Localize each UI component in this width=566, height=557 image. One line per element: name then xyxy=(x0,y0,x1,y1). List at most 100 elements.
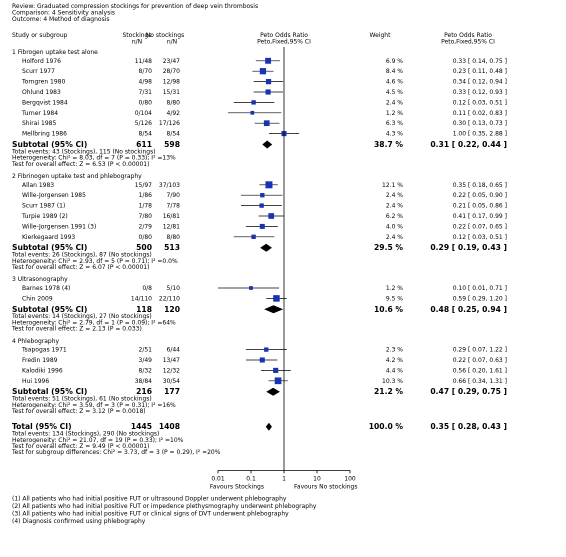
study-weight: 4.6 % xyxy=(386,79,403,86)
study-ctl-events: 7/90 xyxy=(167,192,181,199)
study-ci: 0.22 [ 0.07, 0.65 ] xyxy=(453,223,507,230)
study-exp-events: 2/79 xyxy=(139,223,153,230)
study-weight: 12.1 % xyxy=(382,182,403,189)
subtotal-ci: 0.31 [ 0.22, 0.44 ] xyxy=(430,140,507,149)
footnote: (4) Diagnosis confirmed using phlebograp… xyxy=(12,518,146,525)
study-ci: 0.22 [ 0.05, 0.90 ] xyxy=(453,192,507,199)
study-exp-events: 14/110 xyxy=(131,295,152,302)
study-ci: 0.33 [ 0.14, 0.75 ] xyxy=(453,58,507,65)
favours-right-label: Favours No stockings xyxy=(294,483,358,490)
study-name: Kalodiki 1996 xyxy=(22,367,63,374)
study-name: Turner 1984 xyxy=(21,110,58,117)
study-ctl-events: 16/81 xyxy=(163,213,180,220)
study-ci: 0.33 [ 0.12, 0.93 ] xyxy=(453,89,507,96)
study-weight: 6.3 % xyxy=(386,120,403,127)
study-name: Hui 1996 xyxy=(22,378,49,385)
point-estimate-marker xyxy=(250,110,255,115)
study-ctl-events: 5/10 xyxy=(167,285,181,292)
study-ci: 0.22 [ 0.07, 0.63 ] xyxy=(453,357,507,364)
comparison-title: Comparison: 4 Sensitivity analysis xyxy=(12,10,115,17)
subtotal-weight: 29.5 % xyxy=(374,243,403,252)
subtotal-exp: 611 xyxy=(136,140,152,149)
point-estimate-marker xyxy=(251,100,256,105)
total-note: Test for overall effect: Z = 9.49 (P < 0… xyxy=(11,443,149,450)
study-weight: 4.3 % xyxy=(386,131,403,138)
point-estimate-marker xyxy=(273,295,280,302)
footnote: (1) All patients who had initial positiv… xyxy=(12,495,287,502)
study-exp-events: 5/126 xyxy=(135,120,152,127)
subgroup-note: Test for overall effect: Z = 3.12 (P = 0… xyxy=(11,408,146,415)
point-estimate-marker xyxy=(251,234,256,239)
subgroup-note: Heterogeneity: Chi² = 2.93, df = 5 (P = … xyxy=(12,258,178,265)
subgroup-note: Heterogeneity: Chi² = 3.59, df = 3 (P = … xyxy=(12,402,176,409)
point-estimate-marker xyxy=(274,377,282,385)
study-weight: 4.2 % xyxy=(386,357,403,364)
subgroup-note: Heterogeneity: Chi² = 2.79, df = 1 (P = … xyxy=(12,319,176,326)
study-ctl-events: 22/110 xyxy=(159,295,180,302)
pooled-estimate-diamond xyxy=(260,243,272,252)
x-tick-label: 100 xyxy=(344,475,356,482)
x-tick-label: 0.01 xyxy=(211,475,225,482)
col-study: Study or subgroup xyxy=(12,32,68,39)
footnote: (3) All patients who had initial positiv… xyxy=(12,510,289,517)
study-ci: 0.41 [ 0.17, 0.99 ] xyxy=(453,213,507,220)
study-name: Kierkegaard 1993 xyxy=(22,234,75,241)
x-tick-label: 1 xyxy=(282,475,286,482)
point-estimate-marker xyxy=(265,57,272,64)
subgroup-title: 3 Ultrasonography xyxy=(12,276,68,283)
study-ctl-events: 23/47 xyxy=(163,58,180,65)
study-ci: 0.66 [ 0.34, 1.31 ] xyxy=(453,378,507,385)
pooled-estimate-diamond xyxy=(264,305,284,314)
point-estimate-marker xyxy=(259,357,265,363)
total-note: Test for subgroup differences: Chi² = 3.… xyxy=(11,449,221,456)
point-estimate-marker xyxy=(265,78,272,85)
pooled-estimate-diamond xyxy=(265,422,272,431)
x-tick-label: 10 xyxy=(313,475,321,482)
study-name: Allan 1983 xyxy=(22,182,54,189)
study-ci: 0.35 [ 0.18, 0.65 ] xyxy=(453,182,507,189)
point-estimate-marker xyxy=(259,223,265,229)
study-exp-events: 8/54 xyxy=(139,131,153,138)
total-note: Heterogeneity: Chi² = 21.07, df = 19 (P … xyxy=(12,437,184,444)
point-estimate-marker xyxy=(260,193,265,198)
study-weight: 1.2 % xyxy=(386,285,403,292)
study-name: Fredin 1989 xyxy=(22,357,58,364)
subtotal-label: Subtotal (95% CI) xyxy=(12,387,87,396)
total-label: Total (95% CI) xyxy=(12,422,72,431)
subtotal-label: Subtotal (95% CI) xyxy=(12,140,87,149)
col-ci: Peto Odds Ratio xyxy=(444,32,492,39)
col-weight: Weight xyxy=(370,32,392,39)
study-ci: 0.34 [ 0.12, 0.94 ] xyxy=(453,79,507,86)
subgroup-note: Total events: 14 (Stockings), 27 (No sto… xyxy=(11,313,152,320)
footnote: (2) All patients who had initial positiv… xyxy=(12,503,317,510)
study-ctl-events: 8/80 xyxy=(167,99,181,106)
study-weight: 1.2 % xyxy=(386,110,403,117)
subtotal-weight: 10.6 % xyxy=(374,305,403,314)
subtotal-ctl: 120 xyxy=(164,305,180,314)
subgroup-title: 1 Fibrogen uptake test alone xyxy=(12,49,98,56)
point-estimate-marker xyxy=(259,68,267,75)
study-exp-events: 1/86 xyxy=(139,192,153,199)
study-weight: 2.4 % xyxy=(386,203,403,210)
subtotal-exp: 500 xyxy=(136,243,152,252)
subgroup-note: Total events: 51 (Stockings), 61 (No sto… xyxy=(11,396,152,403)
point-estimate-marker xyxy=(265,89,271,95)
study-ci: 0.23 [ 0.11, 0.48 ] xyxy=(453,68,507,75)
study-ctl-events: 8/80 xyxy=(167,234,181,241)
study-ci: 0.59 [ 0.29, 1.20 ] xyxy=(453,295,507,302)
col-or-sub: Peto,Fixed,95% CI xyxy=(257,39,311,46)
study-weight: 6.9 % xyxy=(386,58,403,65)
study-exp-events: 4/98 xyxy=(139,79,153,86)
study-name: Tsapogas 1971 xyxy=(21,347,67,354)
study-ctl-events: 15/31 xyxy=(163,89,180,96)
study-ctl-events: 30/54 xyxy=(163,378,180,385)
study-exp-events: 2/51 xyxy=(139,347,153,354)
pooled-estimate-diamond xyxy=(262,140,273,149)
study-ctl-events: 4/92 xyxy=(167,110,181,117)
study-ci: 0.12 [ 0.03, 0.51 ] xyxy=(453,234,507,241)
study-exp-events: 0/104 xyxy=(135,110,152,117)
subgroup-note: Heterogeneity: Chi² = 8.03, df = 7 (P = … xyxy=(12,155,176,162)
study-ctl-events: 37/103 xyxy=(159,182,180,189)
subtotal-ctl: 513 xyxy=(164,243,180,252)
